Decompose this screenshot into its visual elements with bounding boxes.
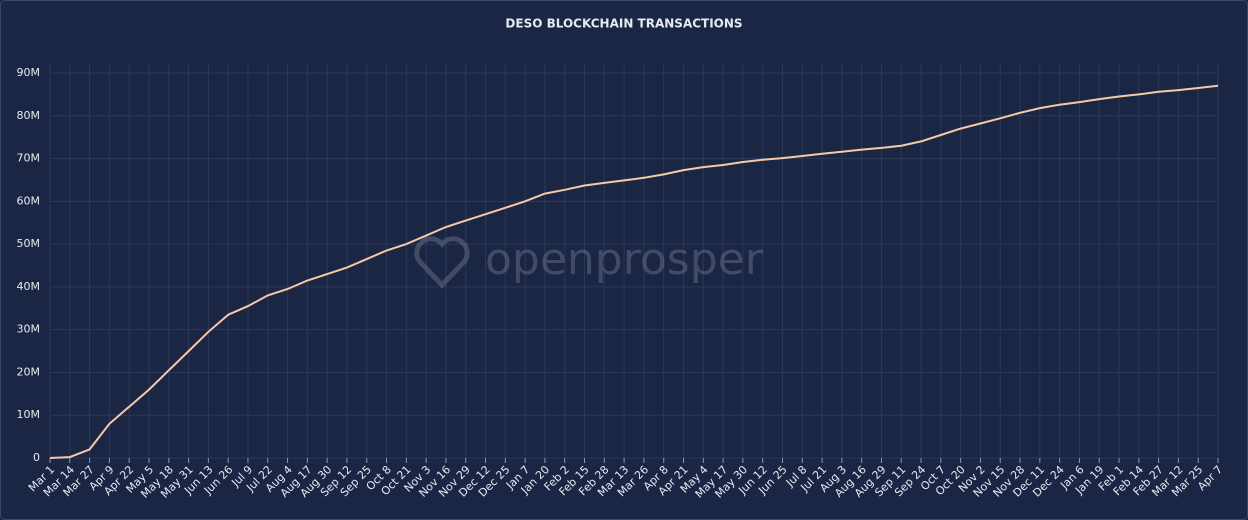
y-tick-label: 60M [17,194,41,207]
chart-title: DESO BLOCKCHAIN TRANSACTIONS [505,17,742,31]
y-tick-label: 90M [17,66,41,79]
y-tick-label: 30M [17,323,41,336]
watermark-logo [414,236,470,289]
line [49,84,1219,459]
y-tick-label: 40M [17,280,41,293]
y-tick-label: 20M [17,365,41,378]
watermark-text: openprosper [485,234,764,285]
y-tick-label: 0 [33,451,40,464]
y-tick-label: 70M [17,152,41,165]
y-tick-label: 50M [17,237,41,250]
grid [49,63,1219,459]
watermark: openprosper [414,234,764,289]
y-tick-label: 80M [17,109,41,122]
y-tick-label: 10M [17,408,41,421]
